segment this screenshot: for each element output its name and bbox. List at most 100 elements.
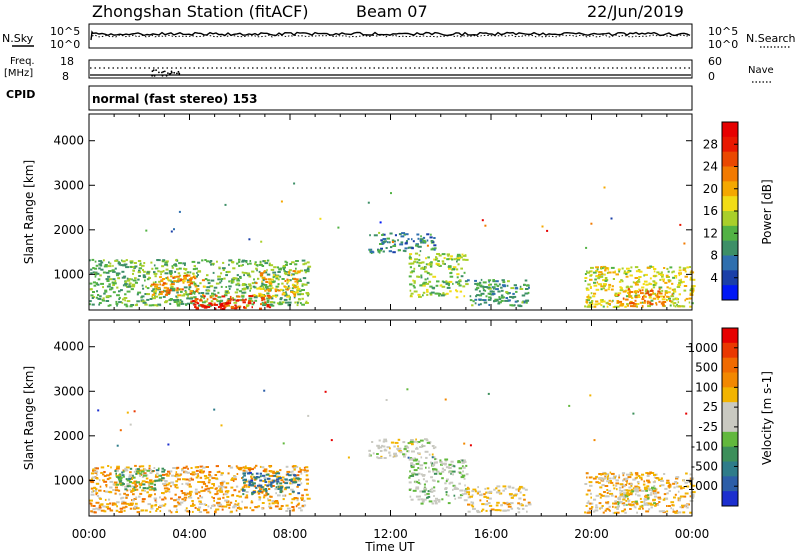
velocity-cell — [220, 424, 223, 427]
velocity-cell — [92, 487, 97, 489]
velocity-cell — [435, 501, 438, 504]
velocity-cell — [148, 469, 153, 472]
power-cell — [617, 268, 621, 271]
nave-dot — [151, 74, 154, 77]
power-cell — [272, 271, 277, 274]
velocity-cell — [441, 470, 445, 473]
power-cell — [141, 284, 144, 287]
power-cell — [458, 282, 460, 285]
velocity-cell — [138, 465, 141, 468]
nave-tick-top: 60 — [708, 55, 722, 68]
power-cell — [392, 245, 397, 247]
power-colorbar-swatch — [722, 240, 738, 256]
velocity-cell — [233, 489, 237, 492]
velocity-colorbar-tick-label: -100 — [691, 440, 718, 454]
power-cell — [163, 289, 165, 292]
power-cell — [196, 288, 200, 291]
power-cell — [284, 286, 288, 288]
power-cell — [683, 242, 686, 245]
velocity-cell — [424, 450, 429, 453]
velocity-cell — [210, 507, 212, 510]
power-cell — [636, 303, 640, 305]
velocity-cell — [459, 489, 464, 492]
power-cell — [153, 272, 158, 275]
power-cell — [151, 295, 154, 298]
power-cell — [173, 280, 177, 283]
time-tick-label: 20:00 — [574, 527, 609, 541]
power-cell — [640, 292, 644, 295]
velocity-cell — [103, 490, 106, 492]
velocity-cell — [273, 500, 277, 503]
power-cell — [209, 295, 212, 298]
power-cell — [234, 304, 237, 307]
power-cell — [232, 280, 235, 283]
power-cell — [121, 259, 123, 262]
power-cell — [151, 290, 155, 292]
velocity-cell — [271, 500, 275, 503]
power-cell — [478, 298, 482, 301]
velocity-cell — [251, 481, 254, 484]
velocity-cell — [192, 502, 194, 505]
velocity-cell — [504, 487, 507, 490]
power-cell — [164, 272, 169, 275]
velocity-cell — [612, 502, 614, 505]
cpid-label: CPID — [6, 88, 35, 101]
velocity-cell — [305, 478, 310, 481]
power-cell — [680, 278, 682, 281]
nave-dot — [176, 72, 178, 75]
power-cell — [152, 288, 155, 291]
velocity-cell — [276, 478, 280, 481]
velocity-cell — [243, 484, 248, 487]
power-cell — [128, 282, 132, 285]
velocity-cell — [598, 477, 603, 480]
power-cell — [151, 304, 155, 307]
power-cell — [291, 273, 295, 276]
velocity-cell — [646, 472, 651, 475]
power-cell — [202, 304, 206, 307]
velocity-cell — [185, 482, 189, 485]
power-cell — [652, 284, 656, 286]
velocity-cell — [135, 485, 139, 488]
velocity-cell — [146, 491, 149, 494]
power-cell — [301, 259, 306, 262]
power-cell — [600, 266, 603, 268]
velocity-cell — [100, 509, 105, 512]
power-cell — [513, 284, 517, 287]
power-cell — [585, 287, 589, 290]
velocity-cell — [161, 477, 165, 480]
velocity-cell — [640, 489, 645, 492]
power-cell — [146, 298, 150, 301]
power-cell — [442, 262, 445, 265]
power-cell — [669, 266, 673, 269]
velocity-cell — [431, 502, 435, 505]
velocity-cell — [184, 498, 187, 501]
power-cell — [139, 264, 142, 266]
power-cell — [260, 295, 263, 298]
power-cell — [192, 300, 197, 302]
power-cell — [109, 304, 112, 307]
velocity-cell — [431, 456, 434, 459]
power-cell — [383, 233, 386, 236]
power-cell — [299, 290, 302, 293]
power-cell — [301, 303, 305, 306]
power-cell — [292, 283, 294, 286]
velocity-cell — [677, 511, 682, 514]
velocity-cell — [618, 474, 620, 477]
power-cell — [187, 295, 189, 298]
velocity-cell — [635, 473, 639, 476]
power-colorbar-swatch — [722, 285, 738, 301]
velocity-colorbar-tick-label: 25 — [703, 400, 718, 414]
velocity-cell — [457, 461, 461, 464]
power-cell — [200, 304, 204, 307]
velocity-cell — [175, 475, 179, 478]
velocity-cell — [524, 488, 528, 491]
power-cell — [189, 282, 193, 285]
velocity-cell — [109, 491, 113, 494]
velocity-cell — [150, 505, 153, 508]
power-cell — [629, 291, 634, 293]
velocity-cell — [195, 476, 199, 479]
velocity-cell — [229, 501, 233, 504]
power-cell — [622, 290, 627, 293]
velocity-cell — [99, 485, 102, 488]
velocity-cell — [276, 472, 281, 475]
